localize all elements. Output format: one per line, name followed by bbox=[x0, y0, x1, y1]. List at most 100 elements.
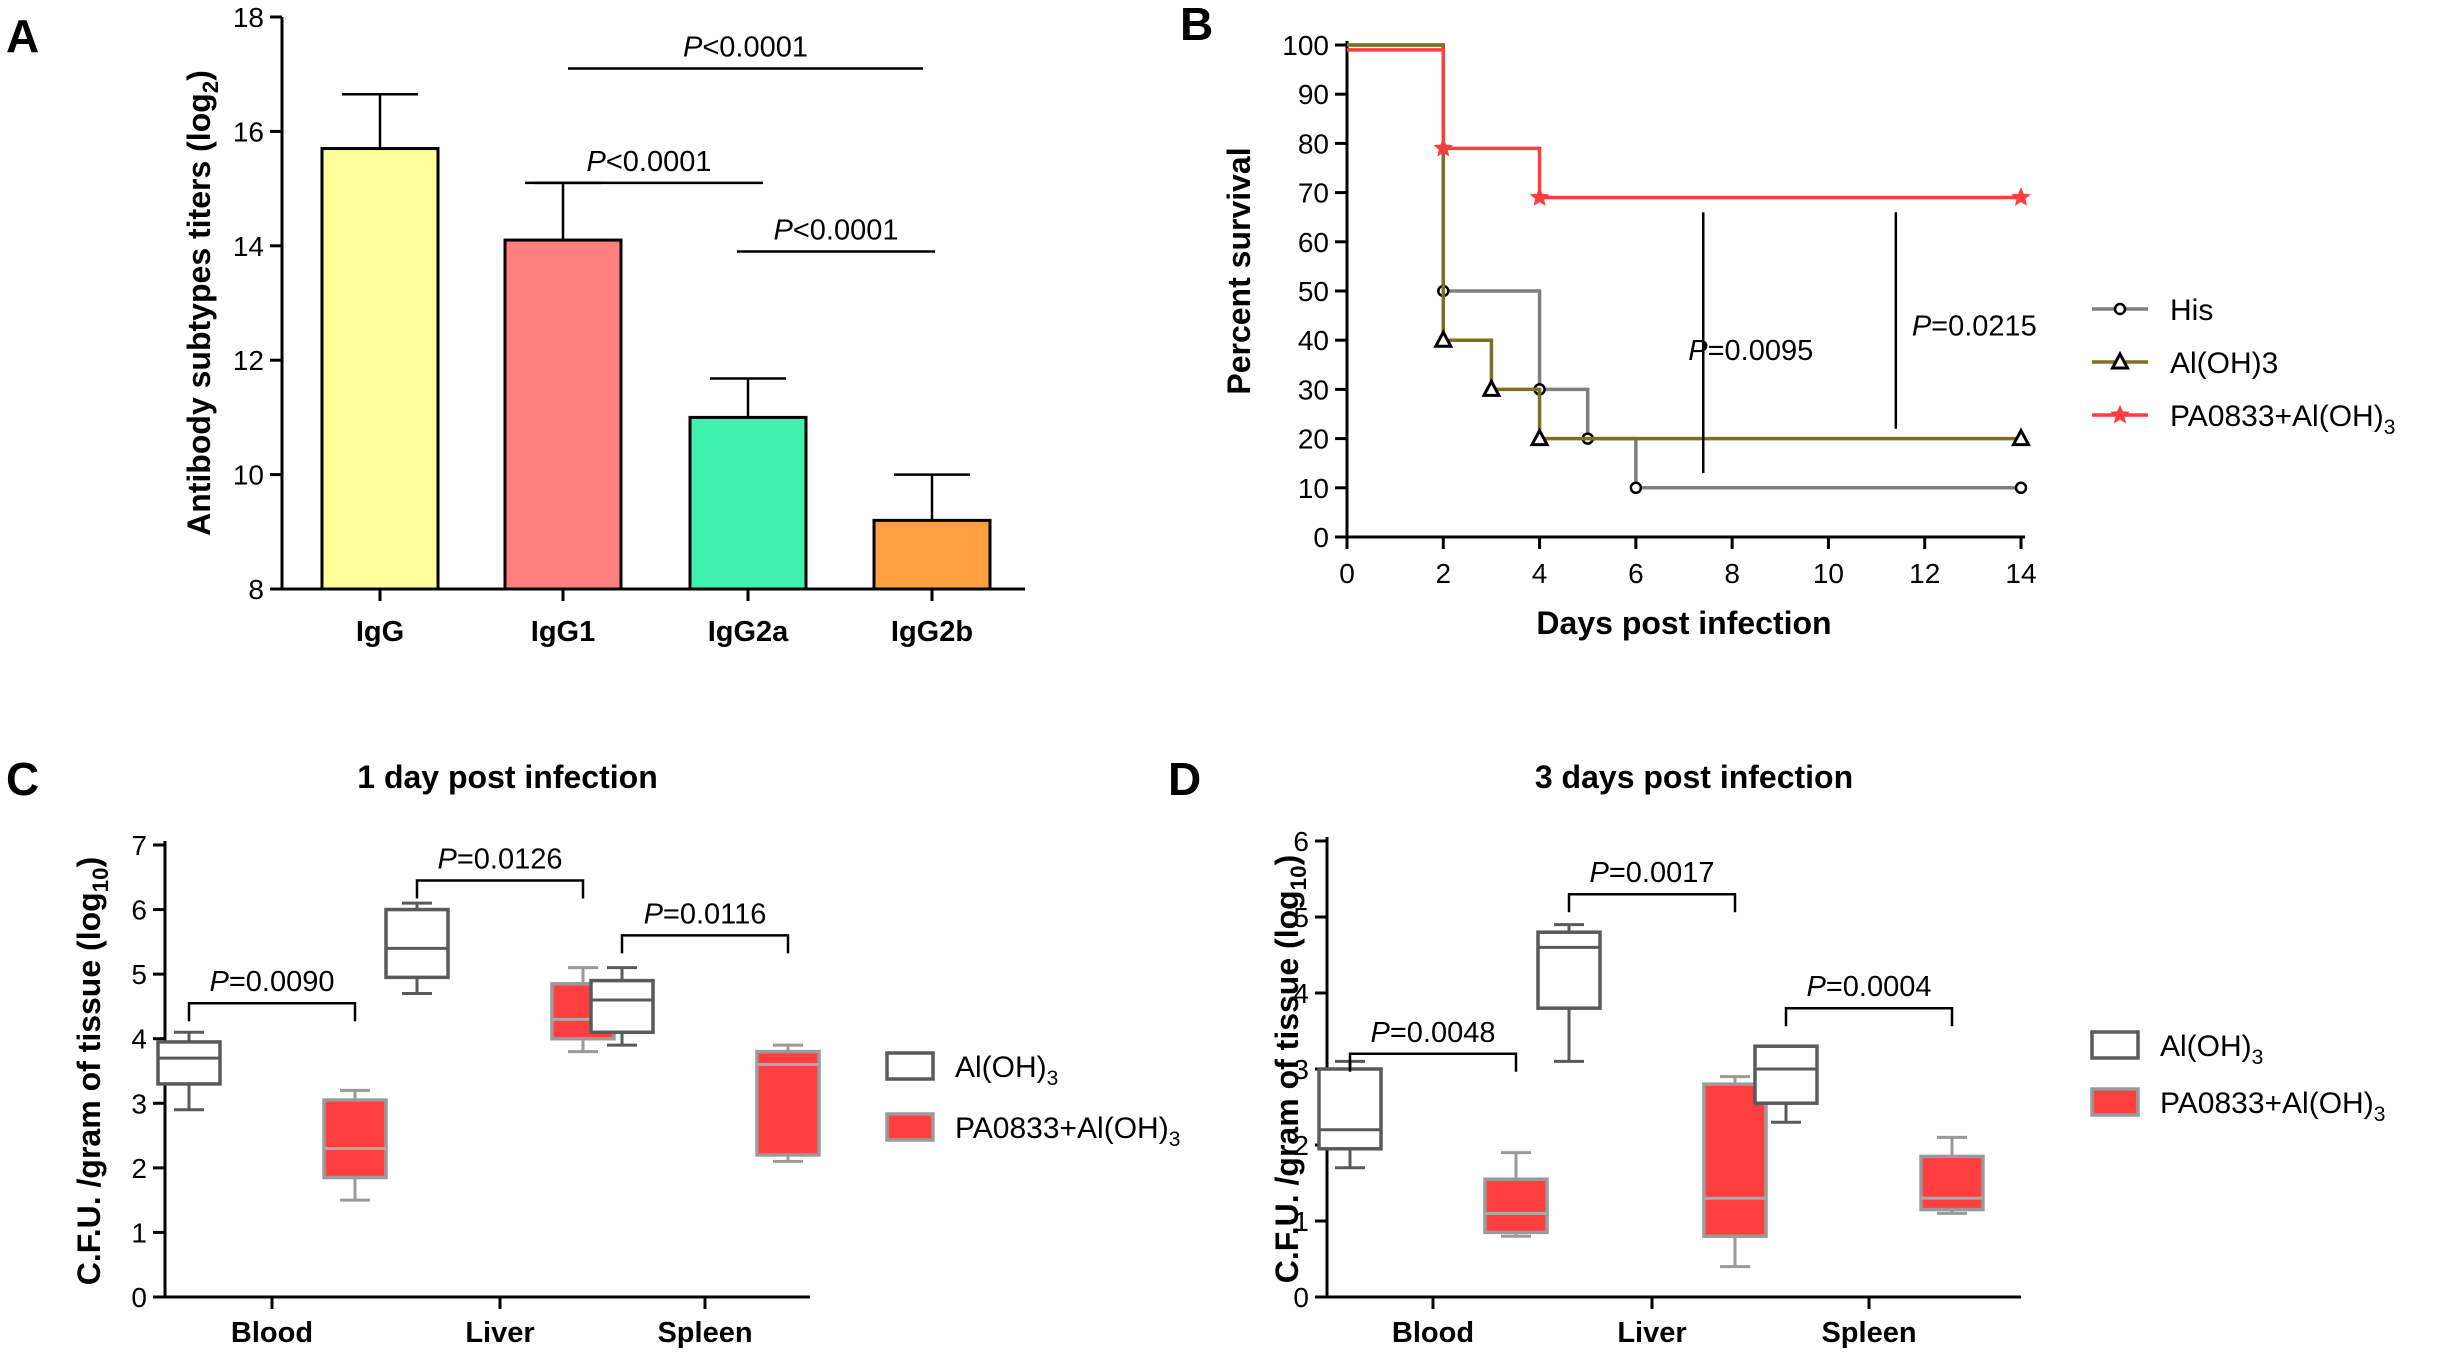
y-tick-label: 5 bbox=[131, 959, 147, 990]
star-marker bbox=[2110, 404, 2130, 424]
p-symbol: P bbox=[1688, 335, 1708, 367]
box bbox=[1919, 1154, 1985, 1212]
box bbox=[384, 907, 450, 980]
p-value: =0.0116 bbox=[663, 898, 766, 930]
y-tick-label: 3 bbox=[1293, 1054, 1309, 1085]
p-symbol: P bbox=[1807, 971, 1827, 1003]
significance-label: P<0.0001 bbox=[587, 146, 712, 178]
x-tick-label: 4 bbox=[1532, 558, 1548, 589]
y-tick-label: 3 bbox=[131, 1088, 147, 1119]
y-tick-label: 50 bbox=[1298, 276, 1329, 307]
box bbox=[1702, 1082, 1768, 1238]
legend-label: PA0833+Al(OH)3 bbox=[955, 1112, 1180, 1151]
y-tick-label: 40 bbox=[1298, 325, 1329, 356]
triangle-marker bbox=[1481, 378, 1502, 397]
legend-label: Al(OH)3 bbox=[2160, 1030, 2263, 1069]
significance-bracket bbox=[1348, 1052, 1518, 1072]
y-axis-label-subscript: 2 bbox=[198, 81, 223, 93]
box bbox=[1317, 1067, 1383, 1151]
panel-label-c: C bbox=[6, 753, 39, 805]
legend-swatch bbox=[885, 1112, 935, 1142]
p-value: =0.0017 bbox=[1609, 857, 1715, 889]
legend-label: PA0833+Al(OH)3 bbox=[2170, 400, 2395, 439]
y-axis-label-subscript: 10 bbox=[88, 867, 113, 892]
x-tick-label: IgG2a bbox=[708, 616, 789, 648]
p-label: P=0.0215 bbox=[1912, 310, 2037, 342]
legend-swatch bbox=[885, 1051, 935, 1081]
y-tick-label: 1 bbox=[131, 1217, 147, 1248]
y-axis-label: C.F.U. /gram of tissue (log10) bbox=[1269, 855, 1311, 1283]
panel-label-b: B bbox=[1180, 0, 1213, 50]
y-tick-label: 70 bbox=[1298, 178, 1329, 209]
legend-label-subscript: 3 bbox=[1047, 1067, 1059, 1090]
significance-bracket bbox=[620, 934, 790, 954]
triangle-marker bbox=[1433, 329, 1454, 348]
y-axis-label-end: ) bbox=[181, 70, 217, 81]
y-tick-label: 5 bbox=[1293, 902, 1309, 933]
p-symbol: P bbox=[683, 31, 703, 63]
x-tick-label: 14 bbox=[2005, 558, 2036, 589]
significance-bracket bbox=[187, 1001, 357, 1022]
p-value: <0.0001 bbox=[702, 31, 808, 63]
p-symbol: P bbox=[210, 966, 230, 998]
y-tick-label: 100 bbox=[1282, 30, 1329, 61]
box bbox=[1483, 1177, 1549, 1235]
p-symbol: P bbox=[644, 898, 664, 930]
significance-label: P=0.0090 bbox=[210, 966, 335, 998]
p-value: =0.0004 bbox=[1826, 971, 1932, 1003]
triangle-marker bbox=[2109, 350, 2131, 370]
y-tick-label: 2 bbox=[131, 1153, 147, 1184]
panel-label-a: A bbox=[6, 10, 39, 62]
triangle-marker bbox=[1529, 427, 1550, 447]
significance-label: P=0.0017 bbox=[1590, 857, 1715, 889]
legend-label-main: PA0833+Al(OH) bbox=[2170, 400, 2384, 433]
significance-label: P<0.0001 bbox=[683, 31, 808, 63]
x-tick-label: 2 bbox=[1435, 558, 1451, 589]
box bbox=[322, 1098, 388, 1180]
x-tick-label: Spleen bbox=[1821, 1317, 1916, 1349]
box bbox=[589, 978, 655, 1035]
legend-label-subscript: 3 bbox=[2374, 1103, 2386, 1126]
p-symbol: P bbox=[1912, 310, 1932, 342]
box bbox=[1753, 1044, 1819, 1105]
x-axis-label: Days post infection bbox=[1536, 605, 1831, 641]
y-axis-label-subscript: 10 bbox=[1286, 865, 1311, 890]
y-tick-label: 14 bbox=[233, 231, 264, 262]
chart-title: 1 day post infection bbox=[357, 759, 657, 795]
y-axis-label: C.F.U. /gram of tissue (log10) bbox=[71, 857, 113, 1285]
legend-label-main: PA0833+Al(OH) bbox=[2160, 1087, 2374, 1120]
y-tick-label: 6 bbox=[1293, 826, 1309, 857]
significance-label: P=0.0116 bbox=[644, 898, 767, 930]
y-tick-label: 16 bbox=[233, 116, 264, 147]
y-tick-label: 4 bbox=[131, 1024, 147, 1055]
legend-label-main: Al(OH) bbox=[955, 1051, 1047, 1084]
y-tick-label: 1 bbox=[1293, 1206, 1309, 1237]
survival-line-2 bbox=[1347, 48, 2021, 200]
box bbox=[1536, 930, 1602, 1010]
box bbox=[755, 1049, 821, 1157]
p-value: =0.0215 bbox=[1931, 310, 2037, 342]
y-tick-label: 20 bbox=[1298, 424, 1329, 455]
x-tick-label: IgG2b bbox=[891, 616, 973, 648]
circle-marker bbox=[2014, 481, 2028, 495]
x-tick-label: 10 bbox=[1813, 558, 1844, 589]
circle-marker bbox=[2113, 302, 2127, 316]
star-marker bbox=[1433, 138, 1454, 157]
y-tick-label: 18 bbox=[233, 2, 264, 33]
x-tick-label: 0 bbox=[1339, 558, 1355, 589]
x-tick-label: 8 bbox=[1724, 558, 1740, 589]
panel-label-d: D bbox=[1168, 753, 1201, 805]
significance-bracket bbox=[1784, 1006, 1954, 1027]
p-symbol: P bbox=[587, 146, 607, 178]
legend-label-main: Al(OH) bbox=[2160, 1030, 2252, 1063]
triangle-marker bbox=[2010, 427, 2032, 447]
y-tick-label: 6 bbox=[131, 895, 147, 926]
y-tick-label: 30 bbox=[1298, 374, 1329, 405]
y-axis-label-main: C.F.U. /gram of tissue (log bbox=[71, 892, 107, 1285]
p-symbol: P bbox=[774, 215, 794, 247]
significance-bracket bbox=[1567, 892, 1737, 913]
significance-label: P=0.0004 bbox=[1807, 971, 1932, 1003]
